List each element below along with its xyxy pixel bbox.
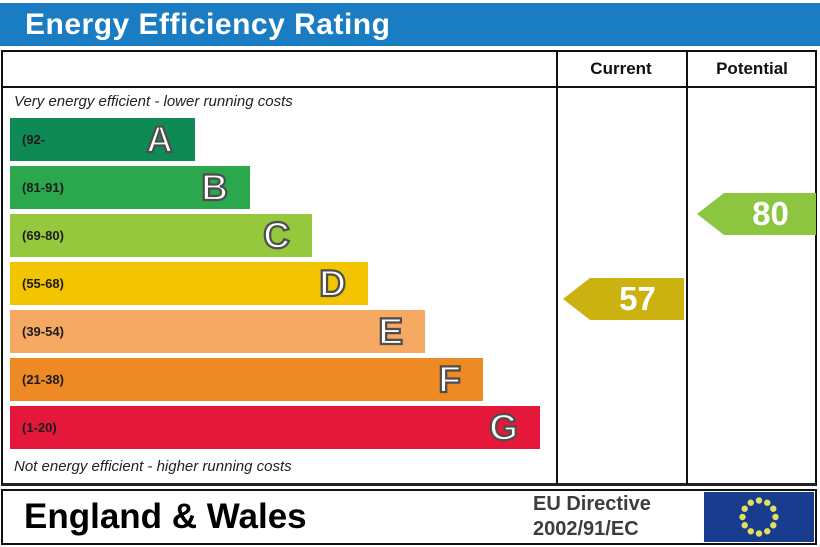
band-row-e: (39-54) E (10, 310, 425, 353)
band-letter: A (145, 118, 174, 161)
footer-bar (1, 489, 817, 545)
band-row-b: (81-91) B (10, 166, 250, 209)
band-range-label: (39-54) (22, 324, 64, 339)
header-separator (1, 86, 817, 88)
band-range-label: (69-80) (22, 228, 64, 243)
top-note: Very energy efficient - lower running co… (14, 93, 293, 110)
band-range-label: (92- (22, 132, 46, 147)
eu-flag-icon (704, 492, 814, 542)
eu-directive-label: EU Directive 2002/91/EC (533, 492, 651, 542)
band-letter: B (200, 166, 229, 209)
current-column-header: Current (590, 59, 652, 78)
band-letter: C (262, 214, 291, 257)
eu-directive-line1: EU Directive (533, 493, 651, 515)
column-divider-current (556, 50, 558, 484)
current-value: 57 (619, 280, 656, 317)
band-letter: F (437, 358, 462, 401)
current-arrow: 57 (563, 278, 684, 320)
eu-directive-line2: 2002/91/EC (533, 518, 639, 540)
column-divider-potential (686, 50, 688, 484)
band-range-label: (1-20) (22, 420, 57, 435)
band-row-c: (69-80) C (10, 214, 312, 257)
band-range-label: (21-38) (22, 372, 64, 387)
region-label: England & Wales (24, 497, 307, 536)
potential-arrow: 80 (697, 193, 816, 235)
band-row-d: (55-68) D (10, 262, 368, 305)
band-row-f: (21-38) F (10, 358, 483, 401)
bottom-note: Not energy efficient - higher running co… (14, 458, 292, 475)
band-range-label: (81-91) (22, 180, 64, 195)
band-range-label: (55-68) (22, 276, 64, 291)
band-letter: G (488, 406, 519, 449)
band-letter: D (318, 262, 347, 305)
title-bar: Energy Efficiency Rating (0, 3, 820, 46)
band-row-a: (92- A (10, 118, 195, 161)
potential-value: 80 (752, 195, 789, 232)
rating-bands: (92- A (81-91) B (69-80) C (55-68) D (39… (10, 118, 540, 454)
potential-column-header: Potential (716, 59, 788, 78)
band-row-g: (1-20) G (10, 406, 540, 449)
band-letter: E (377, 310, 404, 353)
page-title: Energy Efficiency Rating (25, 8, 391, 41)
